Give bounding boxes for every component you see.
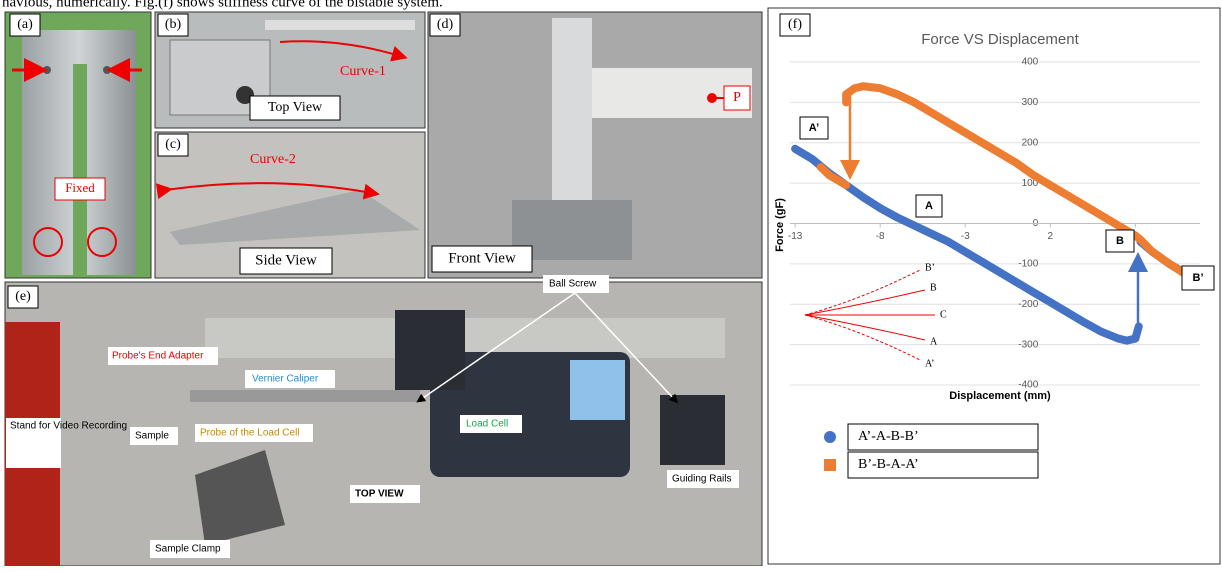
y-tick-label: 400 <box>1022 57 1039 68</box>
point-label: A <box>925 200 933 212</box>
x-axis-label: Displacement (mm) <box>949 390 1051 402</box>
chart-title: Force VS Displacement <box>921 31 1079 48</box>
panel-a: (a) Fixed <box>5 12 151 278</box>
panel-label: (b) <box>165 17 182 32</box>
x-tick-label: -3 <box>961 231 970 242</box>
y-axis-label: Force (gF) <box>774 198 786 252</box>
legend-marker <box>824 459 836 471</box>
annotation: Top View <box>268 100 323 115</box>
y-tick-label: 300 <box>1022 97 1039 108</box>
point-label: B <box>1116 235 1124 247</box>
panel-b: (b) Top View Curve-1 <box>155 12 425 128</box>
annotation: Fixed <box>65 180 95 195</box>
panel-f: (f) Force VS Displacement Displacement (… <box>768 8 1220 564</box>
annotation: Sample <box>135 431 169 442</box>
annotation: Curve-2 <box>250 152 296 167</box>
annotation: Probe's End Adapter <box>112 351 204 362</box>
x-tick-label: 2 <box>1048 231 1054 242</box>
annotation: Front View <box>448 250 516 266</box>
point-label: A’ <box>809 122 819 134</box>
annotation: Load Cell <box>466 419 508 430</box>
panel-label: (a) <box>17 17 33 32</box>
page: {"caption": "navious, numerically. Fig.(… <box>0 0 1222 566</box>
annotation: Sample Clamp <box>155 544 221 555</box>
x-tick-label: -8 <box>876 231 885 242</box>
caption-line: navious, numerically. Fig.(f) shows stif… <box>2 0 443 10</box>
annotation: TOP VIEW <box>355 489 404 500</box>
panel-label: (c) <box>165 137 181 152</box>
inset-label: B <box>930 282 937 293</box>
y-tick-label: -300 <box>1018 339 1038 350</box>
figure: navious, numerically. Fig.(f) shows stif… <box>0 0 1222 566</box>
annotation: P <box>733 90 741 105</box>
y-tick-label: -400 <box>1018 380 1038 391</box>
annotation: Probe of the Load Cell <box>200 428 300 439</box>
legend-marker <box>824 431 836 443</box>
panel-c: (c) Curve-2 Side View <box>155 132 425 278</box>
panel-label: (d) <box>437 17 454 32</box>
panel-d: (d) Front View P <box>428 12 762 278</box>
y-tick-label: -200 <box>1018 299 1038 310</box>
annotation: Curve-1 <box>340 64 386 79</box>
annotation: Guiding Rails <box>672 474 731 485</box>
panel-label: (f) <box>788 17 802 32</box>
y-tick-label: -100 <box>1018 259 1038 270</box>
inset-label: A’ <box>925 358 934 369</box>
annotation: Ball Screw <box>549 279 597 290</box>
annotation: Side View <box>255 252 317 268</box>
inset-label: A <box>930 336 938 347</box>
legend-label: A’-A-B-B’ <box>858 429 919 444</box>
x-tick-label: -13 <box>788 231 803 242</box>
annotation: Vernier Caliper <box>252 374 319 385</box>
panel-e: (e) Probe's End Adapter Vernier Caliper … <box>5 275 762 566</box>
y-tick-label: 200 <box>1022 137 1039 148</box>
panel-label: (e) <box>15 289 31 304</box>
point-label: B’ <box>1193 272 1204 284</box>
annotation: Stand for Video Recording <box>10 421 127 432</box>
legend-label: B’-B-A-A’ <box>858 457 919 472</box>
inset-label: C <box>940 309 947 320</box>
inset-label: B’ <box>925 262 935 273</box>
